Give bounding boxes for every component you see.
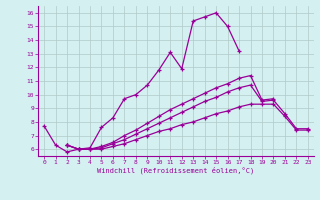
X-axis label: Windchill (Refroidissement éolien,°C): Windchill (Refroidissement éolien,°C): [97, 167, 255, 174]
